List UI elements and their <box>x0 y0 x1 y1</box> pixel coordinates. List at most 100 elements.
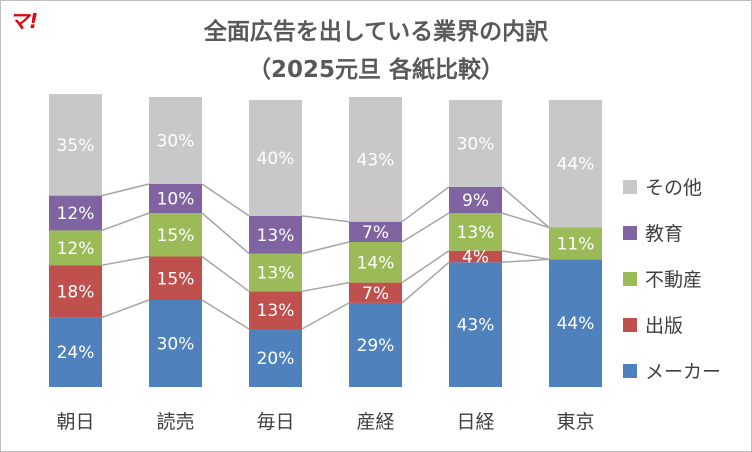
legend-swatch-2 <box>623 226 637 240</box>
logo: マ! <box>9 9 38 33</box>
data-label-1-3: 20% <box>257 349 295 369</box>
legend-swatch-1 <box>623 180 637 194</box>
data-label-2-2: 15% <box>157 269 195 289</box>
data-label-5-6: 44% <box>557 155 595 175</box>
bar-segment-1-1 <box>49 317 102 387</box>
series-line-2-3 <box>301 281 350 293</box>
bar-segment-4-4 <box>349 221 402 242</box>
data-label-1-5: 43% <box>457 316 495 336</box>
data-label-5-3: 40% <box>257 149 295 169</box>
bar-segment-3-2 <box>149 213 202 257</box>
data-label-2-3: 13% <box>257 301 295 321</box>
series-line-3-2 <box>201 212 250 255</box>
series-line-4-1 <box>101 183 150 197</box>
series-line-1-5 <box>501 258 550 264</box>
category-label-2: 読売 <box>156 411 194 433</box>
legend-label-4: 出版 <box>645 315 683 337</box>
bar-segment-2-5 <box>449 250 502 263</box>
bar-segment-5-6 <box>549 99 602 228</box>
bar-segment-1-3 <box>249 329 302 387</box>
series-line-2-1 <box>101 255 150 266</box>
data-label-3-3: 13% <box>257 263 295 283</box>
x-axis: 朝日 読売 毎日 産経 日経 東京 <box>56 411 594 433</box>
series-line-3-5 <box>501 212 550 229</box>
legend-swatch-5 <box>623 364 637 378</box>
bar-segment-3-3 <box>249 253 302 292</box>
data-label-4-4: 7% <box>362 223 389 243</box>
series-line-4-2 <box>201 183 250 217</box>
data-label-3-2: 15% <box>157 226 195 246</box>
data-label-5-2: 30% <box>157 132 195 152</box>
series-line-1-1 <box>101 299 150 319</box>
category-label-4: 産経 <box>356 411 394 433</box>
data-label-3-5: 13% <box>457 223 495 243</box>
bar-segment-2-3 <box>249 291 302 329</box>
bar-segment-1-5 <box>449 262 502 387</box>
category-label-6: 東京 <box>556 411 594 433</box>
series-line-2-4 <box>401 250 450 284</box>
bar-segment-3-1 <box>49 230 102 266</box>
legend-label-1: その他 <box>645 177 702 199</box>
category-label-5: 日経 <box>456 411 494 433</box>
series-line-4-3 <box>301 215 350 223</box>
data-label-3-6: 11% <box>557 234 595 254</box>
series-line-3-1 <box>101 212 150 232</box>
series-line-2-2 <box>201 255 250 292</box>
bar-segment-1-2 <box>149 300 202 387</box>
bar-segment-4-5 <box>449 186 502 213</box>
data-label-2-5: 4% <box>462 248 489 268</box>
bar-segment-2-2 <box>149 256 202 300</box>
data-label-4-3: 13% <box>257 226 295 246</box>
bar-segment-5-4 <box>349 97 402 222</box>
data-label-5-5: 30% <box>457 134 495 154</box>
chart-subtitle: （2025元旦 各紙比較） <box>248 56 504 83</box>
bar-segment-1-6 <box>549 259 602 387</box>
legend-label-3: 不動産 <box>645 269 702 291</box>
data-label-4-5: 9% <box>462 191 489 211</box>
series-line-2-5 <box>501 249 550 261</box>
legend-label-5: メーカー <box>645 361 721 383</box>
series-connector-lines <box>101 183 550 330</box>
bar-segment-3-4 <box>349 242 402 283</box>
bar-segment-3-6 <box>549 227 602 260</box>
data-label-4-1: 12% <box>57 204 95 224</box>
legend-swatch-3 <box>623 272 637 286</box>
chart-title: 全面広告を出している業界の内訳 <box>203 18 549 45</box>
bar-segment-4-2 <box>149 184 202 213</box>
series-line-3-3 <box>301 241 350 255</box>
bar-segment-5-3 <box>249 99 302 216</box>
category-label-3: 毎日 <box>256 411 294 433</box>
data-label-1-2: 30% <box>157 335 195 355</box>
plot-area <box>49 94 602 387</box>
bar-segment-5-1 <box>49 94 102 196</box>
data-label-2-4: 7% <box>362 284 389 304</box>
series-line-1-2 <box>201 299 250 330</box>
data-label-3-4: 14% <box>357 253 395 273</box>
data-label-5-4: 43% <box>357 150 395 170</box>
data-label-1-1: 24% <box>57 343 95 363</box>
data-label-1-4: 29% <box>357 336 395 356</box>
series-line-1-4 <box>401 261 450 304</box>
series-line-4-5 <box>501 186 550 229</box>
data-label-5-1: 35% <box>57 136 95 156</box>
data-label-3-1: 12% <box>57 239 95 259</box>
bar-segment-4-1 <box>49 195 102 231</box>
legend-swatch-4 <box>623 318 637 332</box>
bar-segment-4-3 <box>249 215 302 254</box>
bar-segment-2-1 <box>49 265 102 318</box>
data-label-2-1: 18% <box>57 282 95 302</box>
data-label-4-2: 10% <box>157 190 195 210</box>
legend-label-2: 教育 <box>645 223 683 245</box>
category-label-1: 朝日 <box>56 411 94 433</box>
bar-segment-5-5 <box>449 99 502 187</box>
data-labels: 24% 30% 20% 29% 43% 44% 18% 15% 13% 7% 4% 12% 15% 13%… <box>57 132 595 370</box>
bar-segment-5-2 <box>149 97 202 184</box>
data-label-1-6: 44% <box>557 314 595 334</box>
series-line-1-3 <box>301 302 350 330</box>
bar-segment-3-5 <box>449 213 502 251</box>
bar-segment-1-4 <box>349 302 402 387</box>
series-line-4-4 <box>401 186 450 223</box>
